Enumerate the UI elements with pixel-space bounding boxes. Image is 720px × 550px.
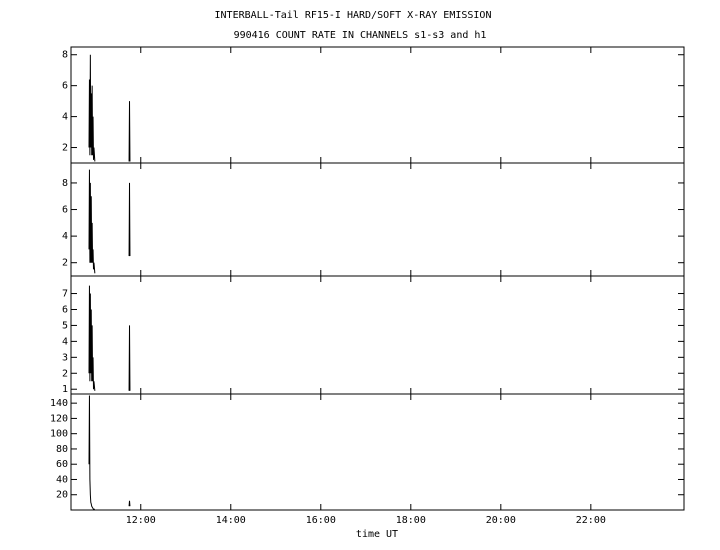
y-tick-label: 4 [62, 112, 68, 123]
data-line [88, 54, 131, 162]
data-line [88, 395, 131, 510]
y-tick-label: 5 [62, 320, 68, 331]
x-tick-label: 18:00 [396, 515, 426, 526]
y-tick-label: 2 [62, 258, 68, 269]
y-tick-label: 1 [62, 384, 68, 395]
panel-frame [70, 393, 685, 511]
chart-subtitle: 990416 COUNT RATE IN CHANNELS s1-s3 and … [234, 30, 487, 41]
y-tick-label: 3 [62, 352, 68, 363]
x-tick-label: 14:00 [216, 515, 246, 526]
y-tick-label: 4 [62, 336, 68, 347]
y-tick-label: 100 [50, 429, 68, 440]
data-line [88, 169, 131, 274]
y-tick-label: 6 [62, 81, 68, 92]
panel-frame [70, 162, 685, 277]
y-tick-label: 80 [56, 444, 68, 455]
y-tick-label: 40 [56, 474, 68, 485]
y-tick-label: 4 [62, 231, 68, 242]
x-tick-label: 22:00 [576, 515, 606, 526]
x-tick-label: 16:00 [306, 515, 336, 526]
y-tick-label: 6 [62, 205, 68, 216]
y-tick-label: 6 [62, 304, 68, 315]
y-tick-label: 2 [62, 143, 68, 154]
x-axis-label: time UT [356, 529, 398, 540]
y-tick-label: 7 [62, 289, 68, 300]
y-tick-label: 60 [56, 459, 68, 470]
y-tick-label: 8 [62, 178, 68, 189]
y-tick-label: 2 [62, 368, 68, 379]
x-tick-label: 20:00 [486, 515, 516, 526]
y-tick-label: 140 [50, 398, 68, 409]
x-tick-label: 12:00 [126, 515, 156, 526]
chart-title: INTERBALL-Tail RF15-I HARD/SOFT X-RAY EM… [215, 10, 492, 21]
y-tick-label: 8 [62, 50, 68, 61]
y-tick-label: 20 [56, 490, 68, 501]
y-tick-label: 120 [50, 413, 68, 424]
panel-frame [70, 275, 685, 395]
data-line [88, 285, 131, 391]
panel-frame [70, 46, 685, 164]
